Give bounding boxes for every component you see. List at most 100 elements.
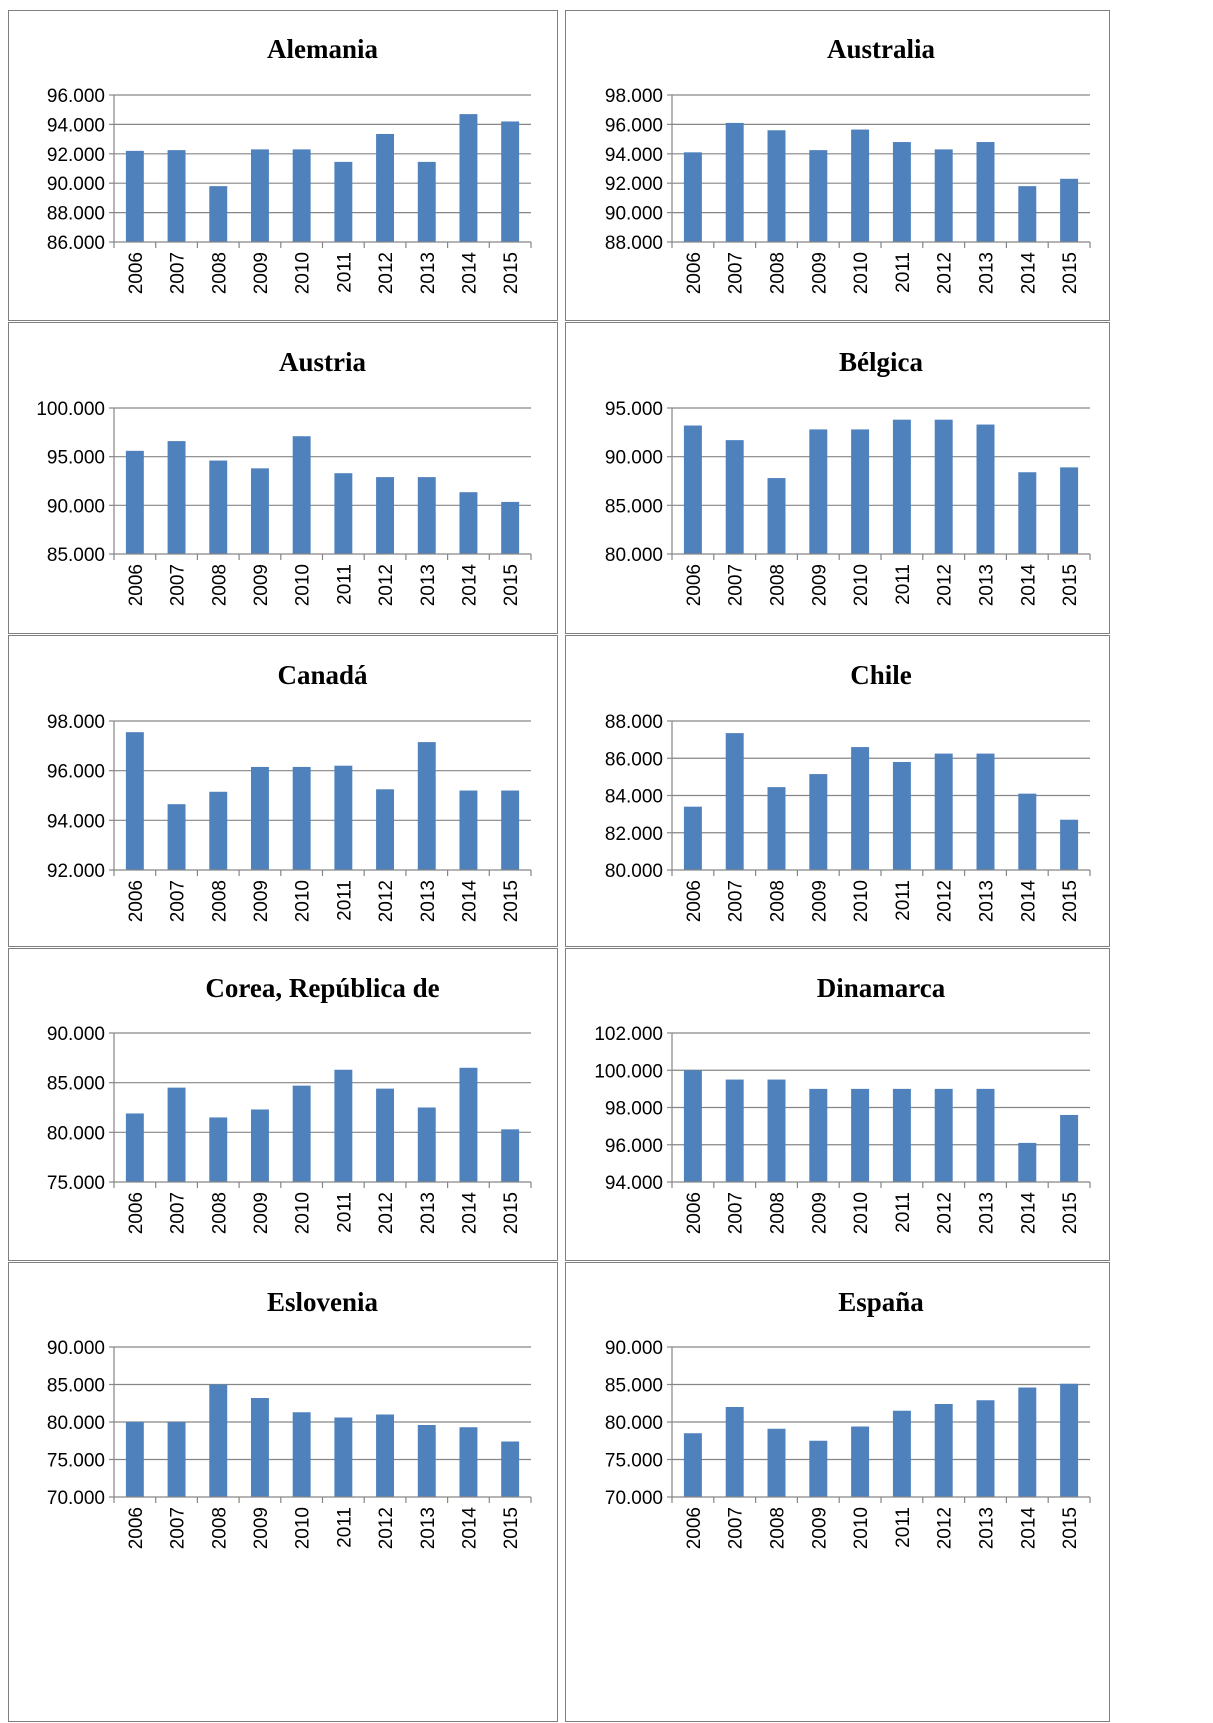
chart-panel: España 70.000 75.000 80.000 85.000 90.000 2006… xyxy=(565,1262,1110,1722)
x-tick-label: 2008 xyxy=(768,564,789,606)
bar xyxy=(683,1433,702,1497)
bar xyxy=(767,130,786,242)
y-tick-label: 85.000 xyxy=(605,496,663,517)
bar xyxy=(976,424,995,554)
bar xyxy=(1018,472,1037,554)
y-tick-label: 102.000 xyxy=(594,1024,663,1045)
y-tick-label: 96.000 xyxy=(605,115,663,136)
x-tick-label: 2007 xyxy=(168,1507,189,1549)
bar xyxy=(934,1088,953,1182)
bar xyxy=(892,419,911,554)
x-tick-label: 2009 xyxy=(251,564,272,606)
y-tick-label: 94.000 xyxy=(605,145,663,166)
x-tick-label: 2007 xyxy=(726,252,747,294)
chart-title: Australia xyxy=(827,34,936,64)
x-tick-label: 2006 xyxy=(684,252,705,294)
y-tick-label: 98.000 xyxy=(605,86,663,107)
x-tick-label: 2011 xyxy=(893,564,914,605)
y-tick-label: 85.000 xyxy=(47,1376,105,1397)
y-tick-label: 70.000 xyxy=(605,1488,663,1509)
bar xyxy=(767,1079,786,1182)
x-tick-label: 2009 xyxy=(251,880,272,922)
y-tick-label: 80.000 xyxy=(47,1413,105,1434)
x-tick-label: 2014 xyxy=(1018,880,1039,923)
x-tick-label: 2012 xyxy=(376,564,397,606)
y-tick-label: 88.000 xyxy=(605,233,663,254)
y-tick-label: 96.000 xyxy=(47,762,105,783)
bar xyxy=(976,1400,995,1497)
bar xyxy=(725,122,744,242)
bar xyxy=(683,152,702,242)
x-tick-label: 2007 xyxy=(168,1192,189,1234)
x-tick-label: 2006 xyxy=(684,564,705,606)
x-tick-label: 2008 xyxy=(209,564,230,606)
x-tick-label: 2014 xyxy=(459,880,480,923)
bar xyxy=(209,460,228,554)
x-tick-label: 2009 xyxy=(251,1507,272,1549)
chart-panel: Australia 88.000 90.000 92.000 94.000 96.000 9… xyxy=(565,10,1110,321)
y-tick-label: 96.000 xyxy=(47,86,105,107)
x-tick-label: 2007 xyxy=(726,1192,747,1234)
bar xyxy=(167,150,186,242)
chart-panel: Eslovenia 70.000 75.000 80.000 85.000 90.000 2… xyxy=(8,1262,558,1722)
x-tick-label: 2009 xyxy=(809,1507,830,1549)
bar xyxy=(976,142,995,242)
chart-panel: Alemania 86.000 88.000 90.000 92.000 94.000 96… xyxy=(8,10,558,321)
chart-title: España xyxy=(838,1287,924,1317)
x-tick-label: 2010 xyxy=(293,252,314,294)
x-tick-label: 2014 xyxy=(459,1192,480,1235)
x-tick-label: 2014 xyxy=(1018,252,1039,295)
bar xyxy=(376,133,395,242)
y-tick-label: 90.000 xyxy=(605,448,663,469)
y-tick-label: 92.000 xyxy=(47,145,105,166)
bar-chart: Australia 88.000 90.000 92.000 94.000 96.000 9… xyxy=(605,34,1091,295)
y-tick-label: 86.000 xyxy=(47,233,105,254)
y-tick-label: 88.000 xyxy=(47,204,105,225)
x-tick-label: 2014 xyxy=(459,564,480,607)
bar xyxy=(292,766,311,870)
bar xyxy=(809,150,828,242)
bar xyxy=(334,765,353,870)
x-tick-label: 2008 xyxy=(209,880,230,922)
bar xyxy=(459,1067,478,1182)
x-tick-label: 2006 xyxy=(684,1192,705,1234)
x-tick-label: 2007 xyxy=(168,880,189,922)
x-tick-label: 2008 xyxy=(209,252,230,294)
bar xyxy=(125,150,144,242)
x-tick-label: 2015 xyxy=(501,880,522,922)
bar xyxy=(501,1441,520,1497)
y-tick-label: 100.000 xyxy=(36,399,105,420)
bar xyxy=(376,789,395,870)
bar-chart: Bélgica 80.000 85.000 90.000 95.000 2006 2007 2… xyxy=(605,347,1091,606)
bar xyxy=(125,732,144,870)
x-tick-label: 2011 xyxy=(334,1192,355,1233)
x-tick-label: 2010 xyxy=(293,1507,314,1549)
x-tick-label: 2006 xyxy=(126,880,147,922)
bar xyxy=(167,1087,186,1182)
bar xyxy=(809,1440,828,1497)
bar xyxy=(1018,793,1037,870)
bar xyxy=(934,149,953,242)
y-tick-label: 85.000 xyxy=(47,545,105,566)
x-tick-label: 2013 xyxy=(977,1507,998,1549)
y-tick-label: 96.000 xyxy=(605,1136,663,1157)
x-tick-label: 2013 xyxy=(418,880,439,922)
x-tick-label: 2008 xyxy=(209,1192,230,1234)
bar xyxy=(767,787,786,870)
x-tick-label: 2006 xyxy=(684,880,705,922)
bar xyxy=(250,1109,269,1182)
x-tick-label: 2006 xyxy=(126,564,147,606)
y-tick-label: 75.000 xyxy=(47,1173,105,1194)
chart-panel: Chile 80.000 82.000 84.000 86.000 88.000 2006 2… xyxy=(565,635,1110,947)
x-tick-label: 2014 xyxy=(459,1507,480,1550)
x-tick-label: 2013 xyxy=(418,1192,439,1234)
bar xyxy=(501,1129,520,1182)
x-tick-label: 2008 xyxy=(768,1507,789,1549)
x-tick-label: 2007 xyxy=(726,564,747,606)
bar xyxy=(376,1088,395,1182)
bar xyxy=(501,501,520,554)
x-tick-label: 2015 xyxy=(1060,1507,1081,1549)
bar xyxy=(125,450,144,554)
x-tick-label: 2006 xyxy=(126,1507,147,1549)
